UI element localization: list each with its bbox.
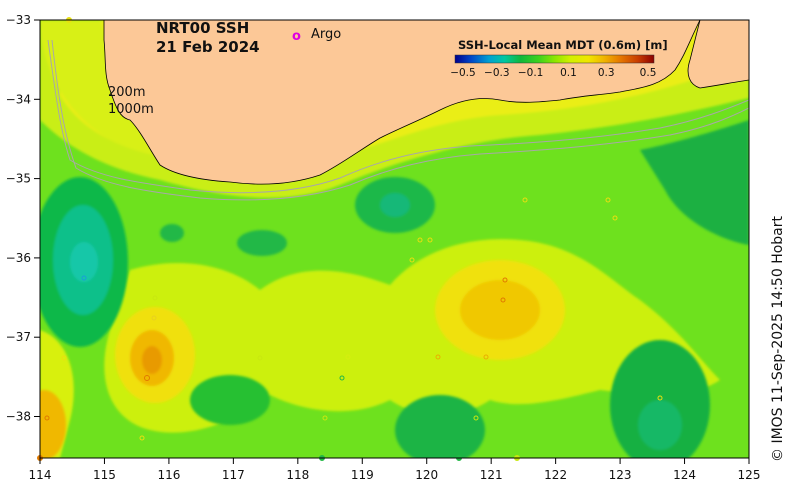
argo-float-21 bbox=[61, 355, 67, 361]
land-eastern-coast bbox=[687, 20, 749, 89]
x-tick-label: 117 bbox=[222, 468, 245, 482]
argo-float-6 bbox=[339, 375, 345, 381]
y-tick-label: −36 bbox=[6, 251, 31, 265]
argo-float-12 bbox=[502, 277, 508, 283]
isobath-1000m bbox=[51, 39, 749, 201]
isobath-200m-label: 200m bbox=[108, 85, 145, 100]
colorbar-tick-label: 0.3 bbox=[598, 67, 615, 79]
argo-float-3 bbox=[151, 315, 157, 321]
isobath-200m bbox=[47, 39, 749, 194]
argo-float-4 bbox=[152, 295, 158, 301]
argo-float-20 bbox=[473, 415, 479, 421]
argo-float-13 bbox=[500, 297, 506, 303]
ssh-highs bbox=[40, 260, 565, 458]
map-title: NRT00 SSH bbox=[156, 19, 249, 37]
argo-float-2 bbox=[144, 375, 150, 381]
x-tick-label: 123 bbox=[609, 468, 632, 482]
low-anomaly-south bbox=[395, 395, 485, 458]
x-tick-label: 116 bbox=[157, 468, 180, 482]
argo-float-8 bbox=[322, 415, 328, 421]
low-anomaly-small-1 bbox=[237, 230, 287, 256]
high-anomaly-south-west bbox=[40, 390, 66, 458]
ssh-lows bbox=[40, 120, 749, 458]
plot-frame bbox=[39, 19, 750, 459]
copyright-credit: © IMOS 11-Sep-2025 14:50 Hobart bbox=[770, 215, 786, 462]
colorbar-tick-label: 0.1 bbox=[560, 67, 577, 79]
y-tick-label: −33 bbox=[6, 13, 31, 27]
low-anomaly-south-west bbox=[190, 375, 270, 425]
isobaths bbox=[47, 39, 749, 201]
low-anomaly-south-east-core bbox=[638, 400, 682, 450]
argo-float-23 bbox=[139, 435, 145, 441]
argo-float-19 bbox=[435, 354, 441, 360]
argo-float-11 bbox=[409, 257, 415, 263]
x-tick-label: 122 bbox=[544, 468, 567, 482]
argo-float-18 bbox=[483, 354, 489, 360]
isobath-1000m-label: 1000m bbox=[108, 102, 154, 117]
x-tick-label: 119 bbox=[351, 468, 374, 482]
y-tick-label: −37 bbox=[6, 330, 31, 344]
argo-float-5 bbox=[257, 355, 263, 361]
argo-float-7 bbox=[345, 354, 351, 360]
colorbar-tick-label: −0.1 bbox=[518, 67, 544, 79]
argo-float-14 bbox=[522, 197, 528, 203]
map-date: 21 Feb 2024 bbox=[156, 38, 260, 56]
high-anomaly-west-centre bbox=[142, 346, 162, 374]
argo-legend-marker: o bbox=[292, 29, 301, 44]
x-axis: 114 115 116 117 118 119 120 121 122 123 124 125 bbox=[29, 458, 761, 482]
colorbar-ticks: −0.5 −0.3 −0.1 0.1 0.3 0.5 bbox=[450, 67, 656, 79]
x-tick-label: 121 bbox=[480, 468, 503, 482]
low-anomaly-mid-core bbox=[380, 193, 410, 217]
y-tick-label: −38 bbox=[6, 410, 31, 424]
high-anomaly-centre-core bbox=[460, 280, 540, 340]
y-tick-label: −34 bbox=[6, 92, 31, 106]
argo-float-15 bbox=[605, 197, 611, 203]
x-tick-label: 120 bbox=[415, 468, 438, 482]
x-tick-label: 118 bbox=[286, 468, 309, 482]
colorbar: SSH-Local Mean MDT (0.6m) [m] −0.5 −0.3 −0… bbox=[450, 38, 667, 79]
low-anomaly-east bbox=[640, 120, 749, 245]
argo-float-22 bbox=[44, 415, 50, 421]
y-axis: −33 −34 −35 −36 −37 −38 bbox=[6, 13, 40, 424]
low-anomaly-small-2 bbox=[160, 224, 184, 242]
colorbar-tick-label: −0.5 bbox=[450, 67, 476, 79]
argo-floats bbox=[37, 17, 663, 461]
argo-legend-label: Argo bbox=[311, 27, 341, 42]
y-tick-label: −35 bbox=[6, 172, 31, 186]
colorbar-tick-label: 0.5 bbox=[640, 67, 657, 79]
low-anomaly-south-east bbox=[610, 340, 710, 458]
argo-float-10 bbox=[427, 237, 433, 243]
colorbar-title: SSH-Local Mean MDT (0.6m) [m] bbox=[458, 38, 668, 52]
colorbar-gradient bbox=[454, 54, 655, 64]
x-tick-label: 115 bbox=[93, 468, 116, 482]
argo-float-1 bbox=[81, 275, 87, 281]
x-tick-label: 114 bbox=[29, 468, 52, 482]
x-tick-label: 124 bbox=[673, 468, 696, 482]
low-anomaly-west-centre bbox=[70, 242, 98, 282]
argo-float-9 bbox=[417, 237, 423, 243]
argo-float-16 bbox=[612, 215, 618, 221]
argo-float-17 bbox=[657, 395, 663, 401]
colorbar-tick-label: −0.3 bbox=[484, 67, 510, 79]
x-tick-label: 125 bbox=[738, 468, 761, 482]
